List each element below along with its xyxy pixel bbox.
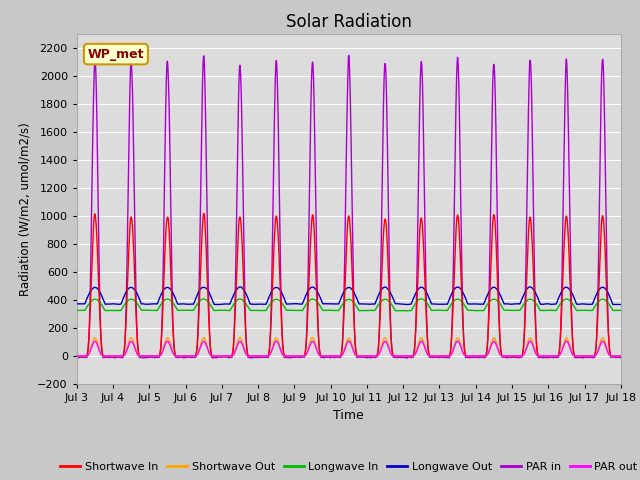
Shortwave In bbox=[617, 353, 625, 359]
Shortwave In bbox=[502, 353, 509, 359]
Longwave Out bbox=[616, 301, 624, 307]
Longwave In bbox=[171, 302, 179, 308]
Shortwave Out bbox=[471, 353, 479, 359]
Longwave Out bbox=[617, 301, 625, 307]
Longwave In bbox=[73, 308, 81, 313]
Shortwave Out bbox=[328, 353, 336, 359]
Shortwave In bbox=[328, 353, 336, 359]
Line: Shortwave In: Shortwave In bbox=[77, 214, 621, 356]
Shortwave In bbox=[200, 211, 208, 216]
Longwave In bbox=[502, 307, 509, 313]
Longwave Out bbox=[471, 301, 479, 307]
Shortwave In bbox=[73, 353, 81, 359]
Title: Solar Radiation: Solar Radiation bbox=[286, 12, 412, 31]
Shortwave Out bbox=[617, 353, 625, 359]
Longwave In bbox=[402, 308, 410, 313]
PAR in bbox=[616, 355, 624, 360]
Legend: Shortwave In, Shortwave Out, Longwave In, Longwave Out, PAR in, PAR out: Shortwave In, Shortwave Out, Longwave In… bbox=[56, 457, 640, 477]
Text: WP_met: WP_met bbox=[88, 48, 144, 60]
PAR in bbox=[403, 355, 411, 361]
Shortwave In bbox=[471, 353, 479, 359]
Longwave Out bbox=[328, 301, 336, 307]
PAR in bbox=[328, 354, 336, 360]
PAR out bbox=[617, 353, 625, 359]
Shortwave Out bbox=[308, 335, 316, 340]
PAR in bbox=[502, 354, 509, 360]
PAR out bbox=[440, 353, 448, 359]
Longwave Out bbox=[502, 301, 509, 307]
PAR out bbox=[563, 338, 570, 344]
Longwave In bbox=[200, 296, 207, 302]
Longwave Out bbox=[236, 284, 244, 290]
PAR in bbox=[471, 354, 479, 360]
Shortwave In bbox=[616, 353, 624, 359]
Line: Longwave In: Longwave In bbox=[77, 299, 621, 311]
PAR out bbox=[171, 352, 179, 358]
PAR out bbox=[502, 353, 509, 359]
Line: Shortwave Out: Shortwave Out bbox=[77, 337, 621, 356]
PAR in bbox=[617, 354, 625, 360]
PAR out bbox=[73, 353, 81, 359]
Shortwave Out bbox=[502, 353, 509, 359]
Longwave In bbox=[441, 308, 449, 313]
Shortwave In bbox=[441, 353, 449, 359]
Longwave Out bbox=[73, 301, 81, 307]
Longwave In bbox=[617, 308, 625, 313]
Line: Longwave Out: Longwave Out bbox=[77, 287, 621, 304]
Line: PAR in: PAR in bbox=[77, 55, 621, 358]
Longwave In bbox=[616, 308, 624, 313]
Y-axis label: Radiation (W/m2, umol/m2/s): Radiation (W/m2, umol/m2/s) bbox=[19, 122, 32, 296]
Shortwave Out bbox=[616, 353, 624, 359]
PAR out bbox=[470, 353, 478, 359]
PAR in bbox=[171, 349, 179, 355]
Longwave Out bbox=[404, 301, 412, 307]
Longwave In bbox=[328, 308, 336, 313]
PAR in bbox=[73, 354, 81, 360]
Shortwave In bbox=[171, 348, 179, 353]
PAR in bbox=[345, 52, 353, 58]
Shortwave Out bbox=[171, 352, 179, 358]
Longwave Out bbox=[441, 301, 449, 307]
PAR out bbox=[616, 353, 624, 359]
PAR in bbox=[441, 355, 449, 360]
Shortwave Out bbox=[73, 353, 81, 359]
Longwave Out bbox=[171, 293, 179, 299]
PAR out bbox=[328, 353, 336, 359]
Line: PAR out: PAR out bbox=[77, 341, 621, 356]
Longwave In bbox=[471, 308, 479, 313]
X-axis label: Time: Time bbox=[333, 408, 364, 421]
Shortwave Out bbox=[441, 353, 449, 359]
